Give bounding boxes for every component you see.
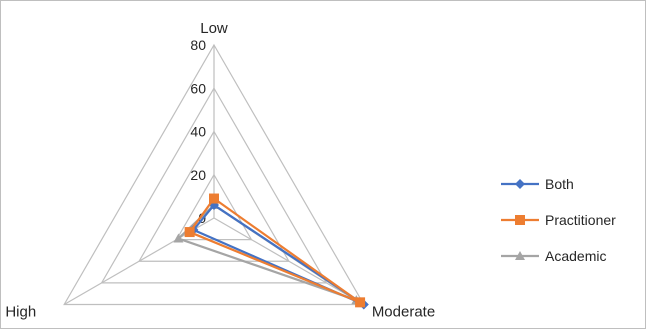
r-tick-label: 40	[190, 124, 206, 140]
grid-ring-40	[138, 130, 290, 262]
series-layer	[173, 193, 369, 310]
series-line-practitioner	[188, 197, 362, 304]
legend-label-both: Both	[545, 176, 574, 192]
legend-marker-practitioner	[515, 215, 525, 225]
legend: Both Practitioner Academic	[501, 176, 616, 264]
legend-label-practitioner: Practitioner	[545, 212, 616, 228]
r-tick-label: 80	[190, 37, 206, 53]
grid-spoke-moderate	[213, 217, 365, 306]
legend-marker-both	[515, 179, 525, 189]
data-point-practitioner-low	[209, 193, 219, 204]
legend-marker-academic	[515, 251, 525, 260]
category-label-low: Low	[200, 20, 228, 37]
category-labels: Low Moderate High	[5, 20, 435, 321]
data-point-practitioner-high	[184, 227, 195, 238]
grid-ring-60	[100, 87, 328, 284]
legend-label-academic: Academic	[545, 248, 606, 264]
data-point-academic-high	[173, 233, 184, 243]
r-tick-label: 60	[190, 80, 206, 96]
series-line-both	[192, 203, 365, 306]
r-tick-label: 20	[190, 167, 206, 183]
grid-ring-80	[63, 43, 365, 306]
category-label-moderate: Moderate	[372, 304, 435, 321]
category-label-high: High	[5, 304, 36, 321]
radar-grid	[63, 43, 365, 306]
data-point-practitioner-moderate	[355, 297, 366, 308]
